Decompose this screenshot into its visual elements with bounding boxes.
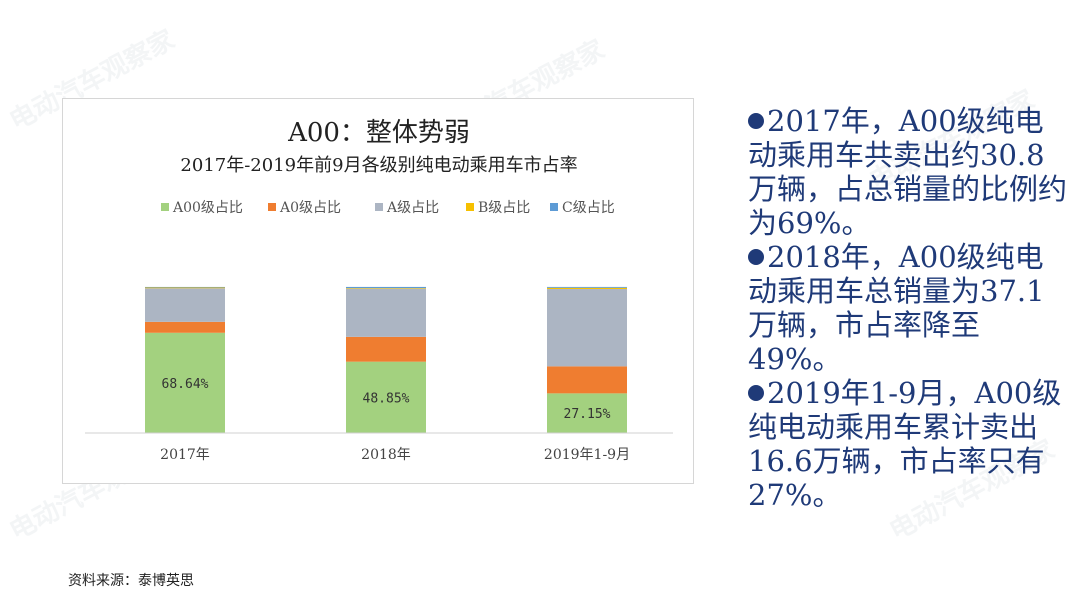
bullet-icon xyxy=(748,113,764,129)
legend-label: A00级占比 xyxy=(172,200,243,216)
x-tick-label: 2018年 xyxy=(361,447,411,463)
note-text: 2017年，A00级纯电动乘用车共卖出约30.8万辆，占总销量的比例约为69%。 xyxy=(748,104,1068,240)
bar-segment xyxy=(145,288,225,322)
bar-segment xyxy=(346,361,426,433)
x-tick-label: 2019年1-9月 xyxy=(544,447,630,463)
bar-segment xyxy=(547,287,627,289)
bar-segment xyxy=(145,286,225,288)
notes-panel: 2017年，A00级纯电动乘用车共卖出约30.8万辆，占总销量的比例约为69%。… xyxy=(748,104,1068,512)
legend-swatch xyxy=(466,203,474,211)
bar-segment xyxy=(547,286,627,288)
legend: A00级占比 A0级占比 A级占比 B级占比 C级占比 xyxy=(161,200,615,216)
bar-segment xyxy=(145,332,225,433)
data-label: 68.64% xyxy=(162,377,209,392)
bar-segment xyxy=(346,286,426,289)
source-note: 资料来源：泰博英思 xyxy=(68,574,194,589)
bar-segment xyxy=(346,336,426,362)
bars: 68.64% 48.85% 27.15% xyxy=(145,286,627,433)
bar-segment xyxy=(346,288,426,289)
bar-segment xyxy=(547,288,627,367)
legend-swatch xyxy=(161,203,169,211)
legend-swatch xyxy=(268,203,276,211)
note-2019: 2019年1-9月，A00级纯电动乘用车累计卖出16.6万辆，市占率只有27%。 xyxy=(748,376,1068,512)
bar-segment xyxy=(145,321,225,333)
bar-segment xyxy=(547,393,627,433)
note-text: 2018年，A00级纯电动乘用车总销量为37.1万辆，市占率降至49%。 xyxy=(748,240,1045,376)
bar-segment xyxy=(547,366,627,394)
chart-frame: A00：整体势弱 2017年-2019年前9月各级别纯电动乘用车市占率 A00级… xyxy=(62,98,694,484)
bullet-icon xyxy=(748,249,764,265)
stacked-bar-chart: A00：整体势弱 2017年-2019年前9月各级别纯电动乘用车市占率 A00级… xyxy=(85,118,673,463)
note-text: 2019年1-9月，A00级纯电动乘用车累计卖出16.6万辆，市占率只有27%。 xyxy=(748,376,1062,512)
legend-swatch xyxy=(375,203,383,211)
note-2018: 2018年，A00级纯电动乘用车总销量为37.1万辆，市占率降至49%。 xyxy=(748,240,1068,376)
legend-label: A级占比 xyxy=(386,200,439,216)
bar-segment xyxy=(346,288,426,337)
data-label: 48.85% xyxy=(363,391,410,406)
x-tick-label: 2017年 xyxy=(160,447,210,463)
chart-subtitle: 2017年-2019年前9月各级别纯电动乘用车市占率 xyxy=(180,155,577,176)
bar-segment xyxy=(145,287,225,289)
note-2017: 2017年，A00级纯电动乘用车共卖出约30.8万辆，占总销量的比例约为69%。 xyxy=(748,104,1068,240)
legend-label: C级占比 xyxy=(562,200,615,216)
legend-label: B级占比 xyxy=(478,200,530,216)
x-ticks: 2017年 2018年 2019年1-9月 xyxy=(160,447,630,463)
legend-swatch xyxy=(550,203,558,211)
chart-title: A00：整体势弱 xyxy=(287,118,470,148)
data-label: 27.15% xyxy=(564,407,611,422)
bullet-icon xyxy=(748,385,764,401)
legend-label: A0级占比 xyxy=(279,200,341,216)
